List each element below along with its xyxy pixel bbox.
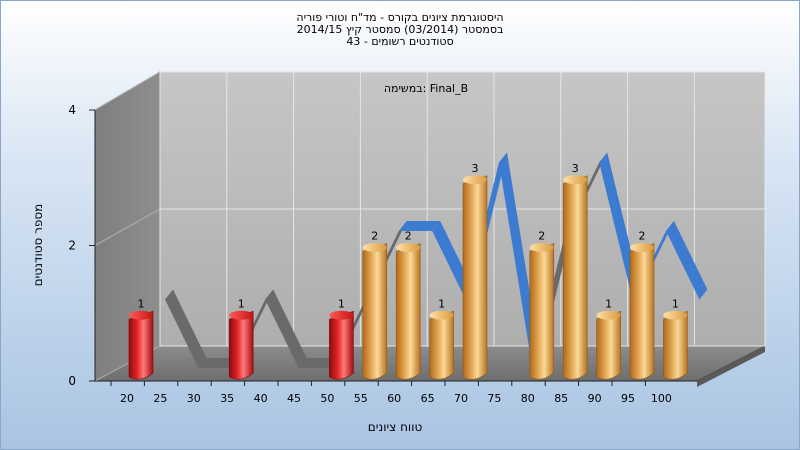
bar-value-label: 2 <box>405 230 412 243</box>
y-tick-label: 4 <box>68 103 76 117</box>
x-tick-label: 30 <box>187 392 201 405</box>
y-tick-label: 2 <box>68 239 76 253</box>
bar <box>529 243 555 380</box>
x-tick-label: 70 <box>454 392 468 405</box>
ribbon-segment <box>666 221 708 300</box>
bar-value-label: 1 <box>138 297 145 310</box>
axes: 0 2 4 20 25 30 35 40 45 50 55 60 65 70 75 80 85 90 95 100 <box>68 103 697 405</box>
grid-line-side <box>94 208 161 246</box>
x-tick-label: 100 <box>651 392 672 405</box>
chart-semester: בסמסטר (03/2014) סמסטר קיץ 2014/15 <box>296 23 504 36</box>
x-tick-label: 60 <box>387 392 401 405</box>
x-tick-label: 65 <box>421 392 435 405</box>
y-axis-title: מספר סטודנטים <box>31 204 45 287</box>
bar-value-label: 2 <box>538 230 545 243</box>
bar-value-label: 1 <box>238 297 245 310</box>
bar-value-label: 3 <box>572 162 579 175</box>
bar-value-label: 1 <box>438 297 445 310</box>
bar-value-label: 2 <box>371 230 378 243</box>
bar <box>395 243 421 380</box>
chart-title: היסטוגרמת ציונים בקורס - מד"ח וטורי פורי… <box>296 11 504 24</box>
x-tick-label: 45 <box>287 392 301 405</box>
x-tick-label: 20 <box>120 392 134 405</box>
x-tick-label: 90 <box>588 392 602 405</box>
x-tick-label: 55 <box>354 392 368 405</box>
bar-value-label: 3 <box>472 162 479 175</box>
right-edge <box>697 346 765 387</box>
x-axis-title: טווח ציונים <box>368 420 423 434</box>
bar <box>228 310 254 380</box>
ribbon-segment <box>265 289 307 368</box>
x-tick-label: 95 <box>621 392 635 405</box>
x-tick-label: 85 <box>554 392 568 405</box>
x-tick-label: 75 <box>487 392 501 405</box>
bar <box>329 310 354 380</box>
bar-value-label: 1 <box>338 297 345 310</box>
bar <box>663 310 688 380</box>
bar-value-label: 1 <box>672 297 679 310</box>
y-tick-label: 0 <box>68 374 76 388</box>
bar <box>362 243 388 380</box>
bar <box>562 175 588 380</box>
subtitle-label: במשימה: Final_B <box>384 82 468 95</box>
bar <box>462 175 488 380</box>
x-tick-label: 40 <box>254 392 268 405</box>
bar <box>429 310 454 380</box>
bar <box>596 310 621 380</box>
chart-enrolled-count: סטודנטים רשומים - 43 <box>346 35 454 48</box>
ribbon-segment <box>165 289 207 368</box>
x-tick-label: 80 <box>521 392 535 405</box>
bar-series: 1 1 1 2 2 1 3 2 3 1 2 1 <box>128 162 688 380</box>
grid-line-side <box>94 71 161 111</box>
x-tick-label: 25 <box>153 392 167 405</box>
bar <box>629 243 655 380</box>
bar-value-label: 2 <box>639 230 646 243</box>
x-tick-label: 50 <box>320 392 334 405</box>
ribbon-segment <box>398 221 441 231</box>
bar-value-label: 1 <box>605 297 612 310</box>
x-tick-label: 35 <box>220 392 234 405</box>
bar <box>128 310 154 380</box>
